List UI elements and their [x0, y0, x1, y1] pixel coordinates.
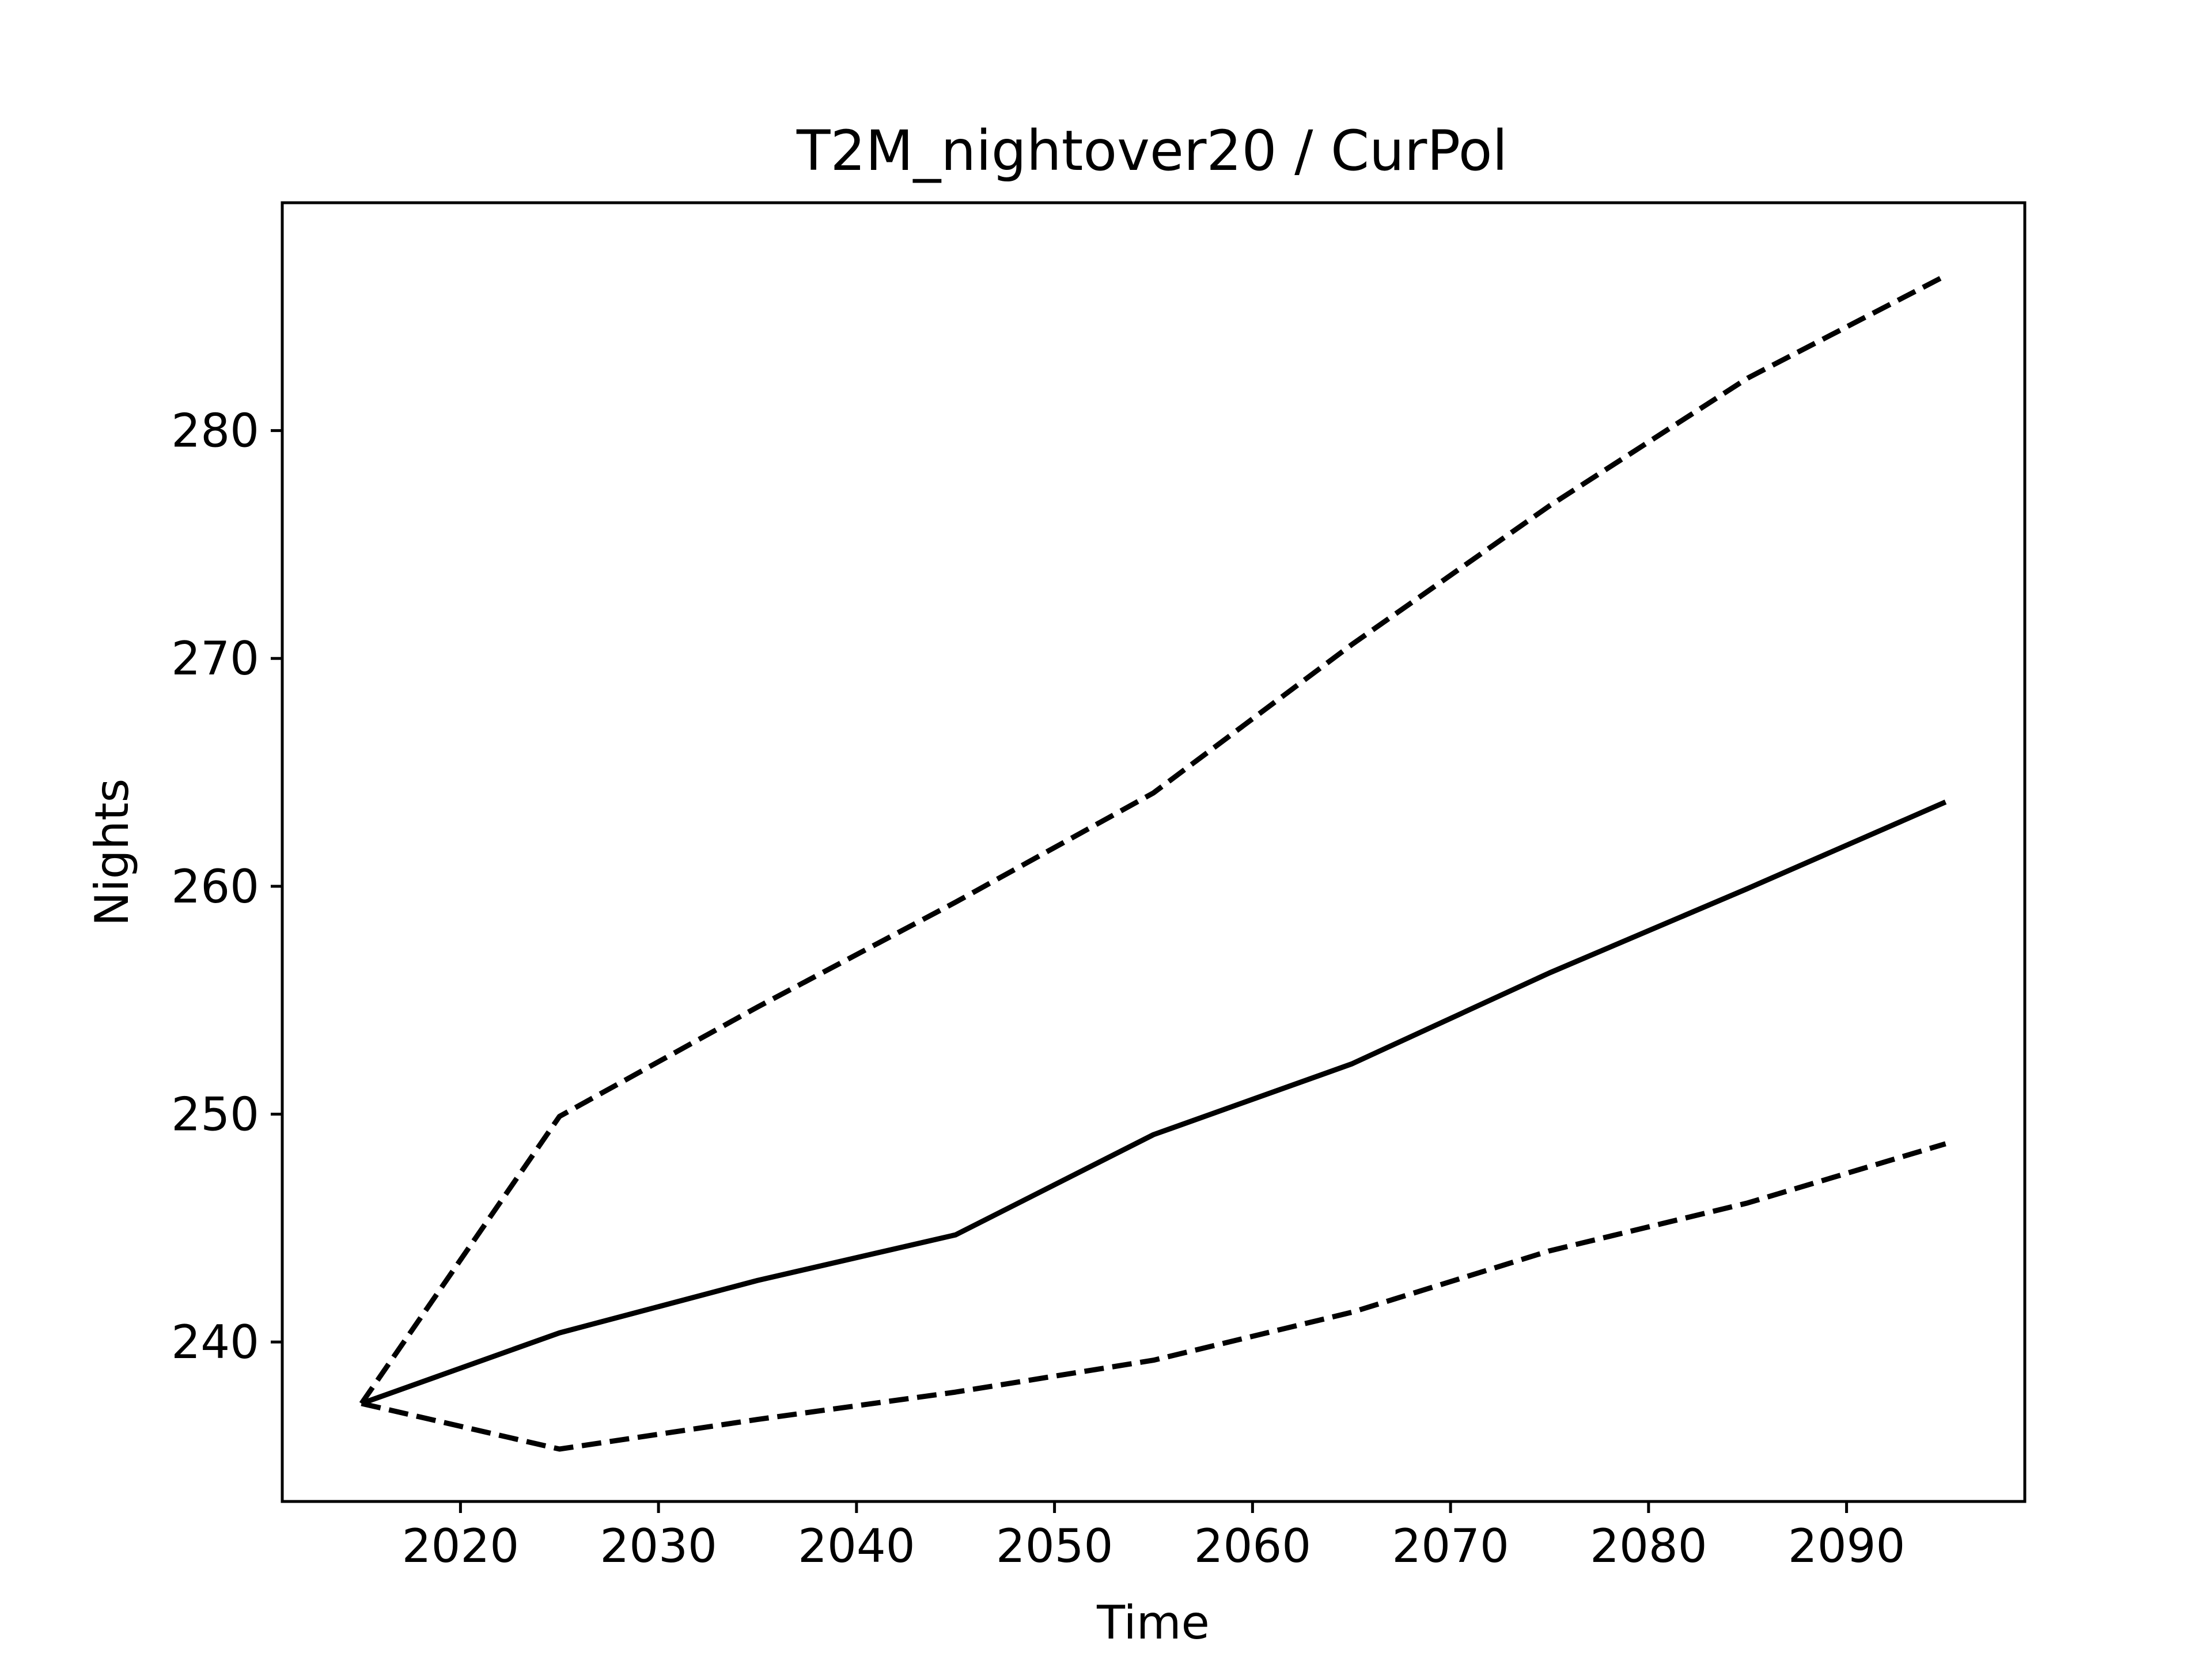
- y-tick-label: 280: [171, 404, 259, 458]
- x-tick-label: 2030: [600, 1519, 717, 1573]
- chart-title: T2M_nightover20 / CurPol: [796, 119, 1508, 183]
- series-line-1: [360, 799, 1947, 1406]
- x-tick-label: 2090: [1788, 1519, 1906, 1573]
- series-line-3: [361, 1141, 1946, 1452]
- x-tick-label: 2020: [402, 1519, 520, 1573]
- y-tick-label: 270: [171, 632, 259, 685]
- x-tick-label: 2050: [996, 1519, 1113, 1573]
- series-line-2: [359, 273, 1947, 1405]
- y-axis-label: Nights: [85, 779, 139, 927]
- y-tick-label: 260: [171, 860, 259, 913]
- y-axis: 240 250 260 270 280: [171, 404, 282, 1369]
- y-tick-label: 250: [171, 1087, 259, 1141]
- x-tick-label: 2070: [1392, 1519, 1509, 1573]
- x-tick-label: 2060: [1194, 1519, 1312, 1573]
- x-axis: 2020 2030 2040 2050 2060 2070 2080 2090: [402, 1501, 1906, 1573]
- x-tick-label: 2080: [1590, 1519, 1707, 1573]
- series-lines: [359, 273, 1947, 1452]
- y-tick-label: 240: [171, 1315, 259, 1369]
- x-tick-label: 2040: [798, 1519, 915, 1573]
- x-axis-label: Time: [1096, 1596, 1210, 1649]
- plot-frame: [281, 201, 2027, 1503]
